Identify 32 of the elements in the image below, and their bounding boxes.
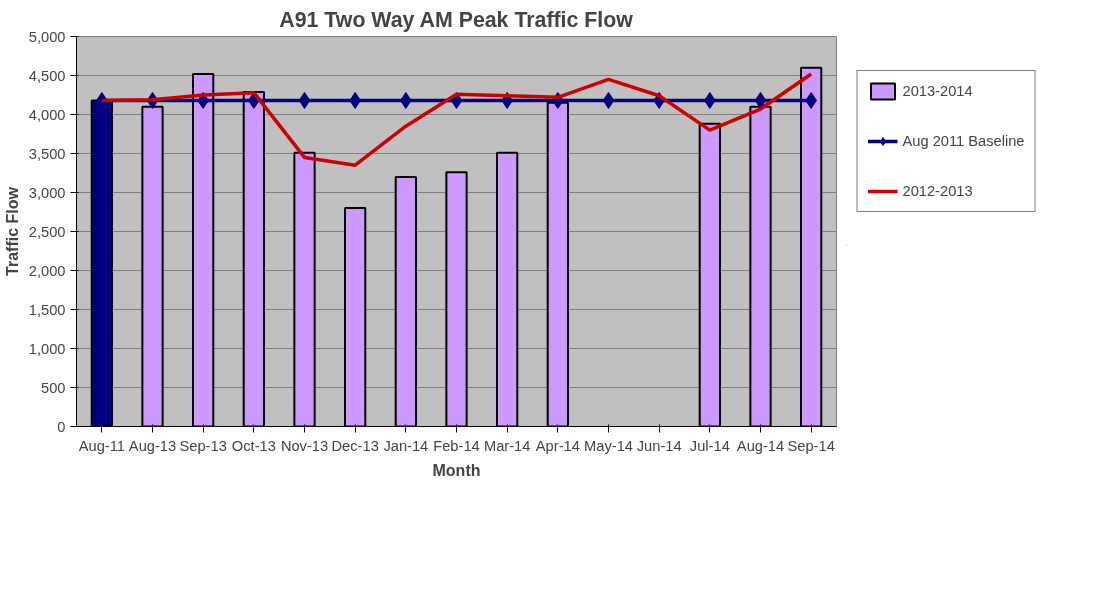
legend-label: 2012-2013 — [902, 182, 973, 199]
x-tick-label: Jan-14 — [383, 437, 429, 454]
y-tick-label: 3,500 — [28, 145, 66, 162]
y-tick-label: 4,000 — [28, 106, 66, 123]
x-tick-label: Aug-13 — [128, 437, 177, 454]
x-tick-label: May-14 — [584, 437, 633, 454]
x-tick-label: Aug-14 — [736, 437, 785, 454]
y-tick-label: 5,000 — [28, 28, 66, 45]
y-tick-label: 1,500 — [28, 301, 66, 318]
y-tick-label: 1,000 — [28, 340, 66, 357]
x-tick-label: Jun-14 — [636, 437, 682, 454]
x-tick-label: Aug-11 — [78, 437, 125, 454]
x-tick-label: Oct-13 — [231, 437, 276, 454]
x-tick-label: Sep-14 — [787, 437, 835, 454]
y-axis-title: Traffic Flow — [3, 186, 21, 276]
x-tick-label: Jul-14 — [689, 437, 730, 454]
legend-label: 2013-2014 — [902, 82, 973, 99]
x-tick-label: Dec-13 — [331, 437, 379, 454]
chart-title: A91 Two Way AM Peak Traffic Flow — [279, 7, 634, 32]
y-tick-label: 0 — [57, 418, 66, 435]
legend-label: Aug 2011 Baseline — [902, 132, 1025, 149]
x-tick-label: Feb-14 — [433, 437, 480, 454]
x-tick-label: Sep-13 — [179, 437, 227, 454]
x-tick-label: Mar-14 — [483, 437, 531, 454]
y-tick-label: 500 — [41, 379, 66, 396]
x-tick-label: Apr-14 — [535, 437, 580, 454]
y-tick-label: 4,500 — [28, 67, 66, 84]
y-tick-label: 2,500 — [28, 223, 66, 240]
y-tick-label: 3,000 — [28, 184, 66, 201]
y-tick-label: 2,000 — [28, 262, 66, 279]
x-tick-label: Nov-13 — [280, 437, 329, 454]
x-axis-title: Month — [432, 461, 481, 479]
